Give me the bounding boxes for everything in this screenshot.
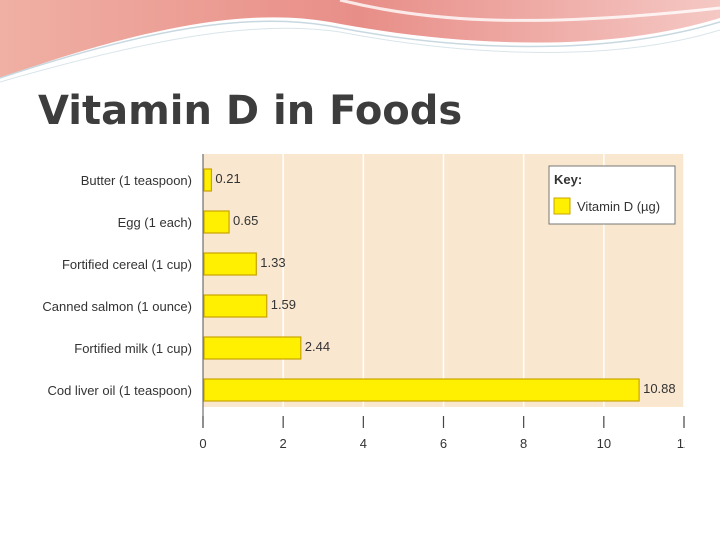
bar xyxy=(203,168,213,192)
header-pink-band xyxy=(0,0,720,78)
data-label: 1.59 xyxy=(271,297,296,312)
slide-title: Vitamin D in Foods xyxy=(38,88,463,134)
data-label: 1.33 xyxy=(260,255,285,270)
category-label: Canned salmon (1 ounce) xyxy=(42,299,192,314)
category-label: Egg (1 each) xyxy=(118,215,192,230)
header-wave-line-1 xyxy=(0,20,720,79)
bar xyxy=(203,210,230,234)
legend-swatch xyxy=(553,197,571,215)
bar xyxy=(203,294,268,318)
data-label: 2.44 xyxy=(305,339,330,354)
category-label: Fortified cereal (1 cup) xyxy=(62,257,192,272)
legend-title: Key: xyxy=(554,172,582,187)
header-wave-highlight xyxy=(339,0,720,22)
category-label: Butter (1 teaspoon) xyxy=(81,173,192,188)
header-wave-line-2 xyxy=(0,27,720,83)
data-label: 0.65 xyxy=(233,213,258,228)
chart-container: Butter (1 teaspoon) 0.21 Egg (1 each) 0.65 F… xyxy=(35,154,691,454)
data-label: 10.88 xyxy=(643,381,676,396)
category-label: Cod liver oil (1 teaspoon) xyxy=(47,383,192,398)
bar xyxy=(203,378,640,402)
x-tick-label: 6 xyxy=(440,436,447,451)
legend-entry: Vitamin D (µg) xyxy=(577,199,660,214)
bar xyxy=(203,336,302,360)
plot-layer: Butter (1 teaspoon) 0.21 Egg (1 each) 0.65 F… xyxy=(42,154,691,451)
header-wave-graphic xyxy=(0,0,720,83)
category-label: Fortified milk (1 cup) xyxy=(74,341,192,356)
x-tick-label: 12 xyxy=(677,436,685,451)
bar-chart: Butter (1 teaspoon) 0.21 Egg (1 each) 0.65 F… xyxy=(35,154,691,454)
x-tick-label: 2 xyxy=(280,436,287,451)
data-label: 0.21 xyxy=(215,171,240,186)
x-tick-label: 8 xyxy=(520,436,527,451)
chart-legend: Key: Vitamin D (µg) xyxy=(548,165,676,225)
slide-header-decoration xyxy=(0,0,720,90)
x-tick-label: 4 xyxy=(360,436,367,451)
bar xyxy=(203,252,257,276)
x-tick-label: 0 xyxy=(199,436,206,451)
x-tick-label: 10 xyxy=(597,436,611,451)
